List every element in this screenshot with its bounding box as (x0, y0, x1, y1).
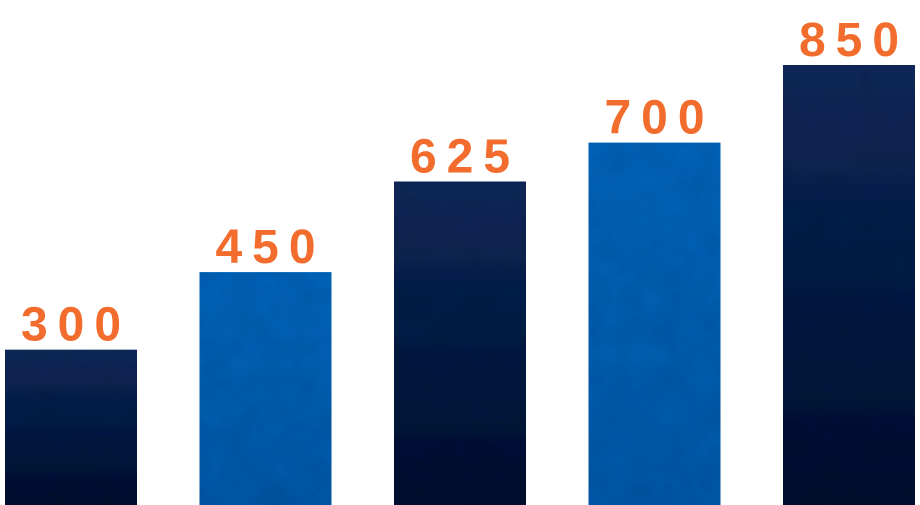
data-label-5: 850 (799, 14, 909, 67)
bar-4 (588, 142, 721, 505)
data-label-1: 300 (21, 299, 131, 352)
bars-layer (5, 65, 915, 505)
data-label-4: 700 (604, 92, 714, 145)
bar-2 (199, 272, 332, 505)
bar-1 (5, 349, 137, 505)
data-labels-layer: 300 450 625 700 850 (21, 14, 909, 352)
bar-3 (394, 181, 526, 505)
data-label-2: 450 (215, 221, 325, 274)
data-label-3: 625 (410, 131, 520, 184)
bar-5 (783, 65, 915, 505)
